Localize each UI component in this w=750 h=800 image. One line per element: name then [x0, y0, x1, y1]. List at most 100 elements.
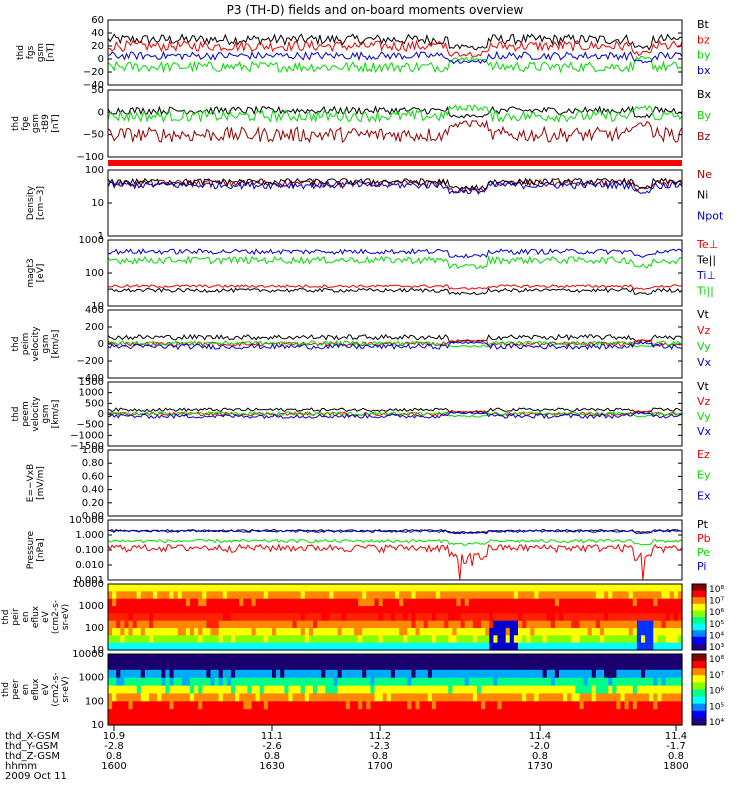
spectrogram-cell: [366, 628, 371, 636]
spectrogram-cell: [259, 628, 265, 636]
spectrogram-cell: [423, 669, 429, 679]
spectrogram-cell: [673, 685, 679, 695]
spectrogram-cell: [427, 685, 433, 695]
ylabel-word: sr-eV): [61, 604, 71, 630]
spectrogram-cell: [124, 642, 130, 651]
spectrogram-cell: [288, 584, 294, 592]
spectrogram-cell: [538, 701, 544, 710]
spectrogram-cell: [325, 661, 330, 671]
spectrogram-cell: [185, 701, 191, 710]
spectrogram-cell: [460, 661, 466, 671]
spectrogram-cell: [313, 677, 318, 687]
spectrogram-cell: [243, 642, 248, 651]
spectrogram-cell: [153, 628, 158, 636]
spectrogram-cell: [444, 709, 449, 718]
spectrogram-cell: [354, 620, 359, 629]
spectrogram-cell: [653, 661, 658, 671]
spectrogram-cell: [317, 628, 322, 636]
spectrogram-cell: [140, 598, 146, 607]
spectrogram-cell: [177, 717, 183, 726]
spectrogram-cell: [157, 717, 162, 726]
spectrogram-cell: [235, 701, 240, 710]
spectrogram-cell: [165, 669, 171, 679]
spectrogram-cell: [481, 628, 486, 636]
spectrogram-cell: [669, 584, 675, 592]
spectrogram-cell: [620, 654, 626, 663]
spectrogram-cell: [235, 584, 240, 592]
spectrogram-cell: [649, 628, 654, 636]
spectrogram-cell: [579, 701, 585, 710]
colorbar-segment: [692, 696, 706, 705]
spectrogram-cell: [612, 635, 617, 644]
figure-title: P3 (TH-D) fields and on-board moments ov…: [226, 3, 524, 17]
ytick-label: 10000: [72, 579, 104, 590]
spectrogram-cell: [337, 701, 343, 710]
spectrogram-cell: [591, 613, 597, 622]
spectrogram-cell: [214, 613, 220, 622]
spectrogram-cell: [509, 642, 515, 651]
spectrogram-cell: [559, 677, 564, 687]
spectrogram-cell: [354, 642, 359, 651]
spectrogram-cell: [657, 685, 663, 695]
spectrogram-cell: [546, 654, 552, 663]
spectrogram-cell: [472, 661, 478, 671]
spectrogram-cell: [112, 613, 117, 622]
spectrogram-cell: [177, 628, 183, 636]
spectrogram-cell: [604, 642, 609, 651]
spectrogram-cell: [583, 661, 589, 671]
spectrogram-cell: [181, 693, 187, 702]
spectrogram-cell: [284, 642, 289, 651]
spectrogram-cell: [108, 606, 113, 614]
spectrogram-cell: [358, 584, 363, 592]
spectrogram-cell: [140, 717, 146, 726]
spectrogram-cell: [575, 654, 581, 663]
spectrogram-cell: [313, 628, 318, 636]
spectrogram-cell: [255, 613, 261, 622]
spectrogram-cell: [641, 685, 646, 695]
spectrogram-cell: [415, 709, 421, 718]
spectrogram-cell: [382, 635, 388, 644]
spectrogram-cell: [235, 654, 240, 663]
ytick-label: 10: [91, 301, 104, 312]
spectrogram-cell: [608, 693, 613, 702]
spectrogram-cell: [468, 654, 474, 663]
ylabel-word: eflux: [31, 605, 41, 628]
spectrogram-cell: [575, 677, 581, 687]
spectrogram-cell: [497, 613, 503, 622]
spectrogram-cell: [522, 620, 527, 629]
spectrogram-cell: [345, 635, 351, 644]
spectrogram-cell: [620, 584, 626, 592]
spectrogram-cell: [251, 717, 257, 726]
spectrogram-cell: [595, 685, 601, 695]
spectrogram-cell: [132, 584, 138, 592]
spectrogram-cell: [505, 591, 511, 600]
ytick-label: 10.000: [69, 515, 104, 526]
spectrogram-cell: [550, 613, 556, 622]
spectrogram-cell: [518, 701, 523, 710]
spectrogram-cell: [485, 584, 490, 592]
spectrogram-cell: [259, 685, 265, 695]
spectrogram-cell: [194, 591, 199, 600]
spectrogram-cell: [308, 709, 314, 718]
spectrogram-cell: [440, 606, 445, 614]
spectrogram-cell: [489, 701, 494, 710]
spectrogram-cell: [497, 685, 503, 695]
spectrogram-cell: [144, 620, 150, 629]
spectrogram-cell: [296, 677, 302, 687]
spectrogram-cell: [649, 717, 654, 726]
spectrogram-cell: [616, 606, 622, 614]
spectrogram-cell: [559, 693, 564, 702]
spectrogram-cell: [185, 620, 191, 629]
spectrogram-cell: [669, 685, 675, 695]
spectrogram-cell: [587, 613, 593, 622]
spectrogram-cell: [673, 669, 679, 679]
spectrogram-cell: [124, 693, 130, 702]
spectrogram-cell: [177, 685, 183, 695]
spectrogram-cell: [661, 669, 667, 679]
spectrogram-cell: [235, 620, 240, 629]
spectrogram-cell: [263, 613, 269, 622]
spectrogram-cell: [169, 709, 175, 718]
spectrogram-cell: [132, 628, 138, 636]
spectrogram-cell: [554, 654, 560, 663]
spectrogram-cell: [600, 591, 605, 600]
